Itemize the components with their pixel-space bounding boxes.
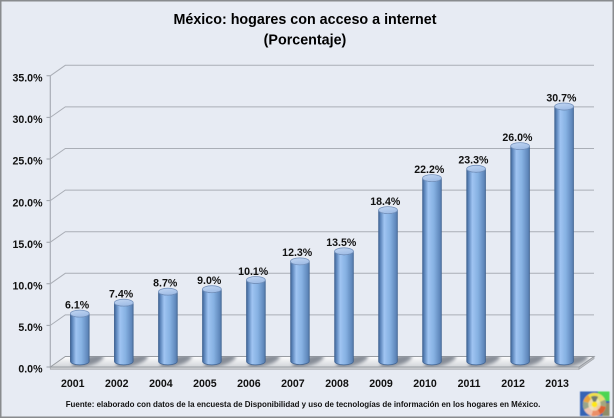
svg-text:2006: 2006 — [237, 378, 261, 390]
svg-text:2009: 2009 — [369, 378, 393, 390]
svg-text:Fuente: elaborado con datos de: Fuente: elaborado con datos de la encues… — [66, 400, 541, 409]
svg-text:0.0%: 0.0% — [18, 364, 43, 376]
svg-text:2002: 2002 — [105, 378, 129, 390]
svg-text:26.0%: 26.0% — [502, 132, 533, 144]
svg-text:20.0%: 20.0% — [12, 197, 43, 209]
svg-text:5.0%: 5.0% — [18, 322, 43, 334]
svg-text:2001: 2001 — [61, 378, 85, 390]
svg-text:2012: 2012 — [501, 378, 525, 390]
svg-text:18.4%: 18.4% — [370, 196, 401, 208]
svg-text:30.0%: 30.0% — [12, 114, 43, 126]
svg-text:35.0%: 35.0% — [12, 73, 43, 85]
svg-text:México: hogares con acceso a i: México: hogares con acceso a internet — [174, 12, 437, 28]
svg-text:23.3%: 23.3% — [458, 155, 489, 167]
svg-text:2008: 2008 — [325, 378, 349, 390]
svg-text:25.0%: 25.0% — [12, 156, 43, 168]
svg-text:6.1%: 6.1% — [65, 299, 90, 311]
svg-text:12.3%: 12.3% — [282, 247, 313, 259]
svg-text:2013: 2013 — [545, 378, 569, 390]
svg-text:2005: 2005 — [193, 378, 217, 390]
svg-text:(Porcentaje): (Porcentaje) — [264, 33, 347, 49]
svg-text:2007: 2007 — [281, 378, 305, 390]
svg-text:30.7%: 30.7% — [546, 92, 577, 104]
svg-text:13.5%: 13.5% — [326, 237, 357, 249]
svg-text:22.2%: 22.2% — [414, 164, 445, 176]
svg-text:10.1%: 10.1% — [238, 266, 269, 278]
svg-text:9.0%: 9.0% — [197, 275, 222, 287]
svg-text:2010: 2010 — [413, 378, 437, 390]
svg-text:8.7%: 8.7% — [153, 278, 178, 290]
svg-text:2004: 2004 — [149, 378, 173, 390]
svg-text:7.4%: 7.4% — [109, 289, 134, 301]
svg-text:10.0%: 10.0% — [12, 281, 43, 293]
svg-text:2011: 2011 — [458, 378, 481, 390]
svg-text:15.0%: 15.0% — [12, 239, 43, 251]
